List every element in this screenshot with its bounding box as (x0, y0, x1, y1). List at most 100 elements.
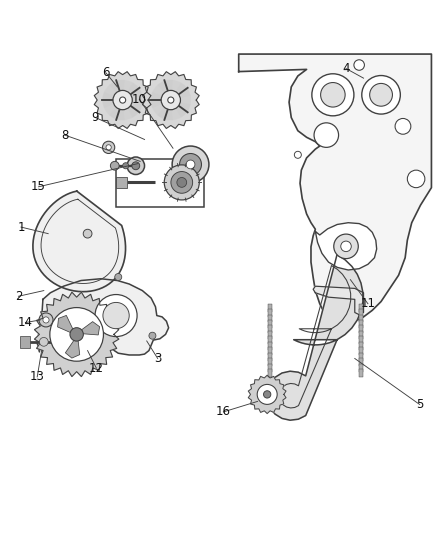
Circle shape (110, 161, 119, 170)
Circle shape (39, 313, 53, 327)
Circle shape (132, 162, 140, 169)
Circle shape (161, 91, 180, 110)
Polygon shape (151, 92, 173, 120)
Polygon shape (171, 83, 191, 118)
Polygon shape (35, 292, 119, 377)
Polygon shape (102, 80, 125, 108)
Polygon shape (359, 320, 363, 328)
Polygon shape (359, 336, 363, 344)
Circle shape (172, 146, 209, 183)
Circle shape (407, 170, 425, 188)
Polygon shape (268, 331, 272, 339)
Polygon shape (268, 353, 272, 361)
Text: 1: 1 (17, 221, 25, 233)
Circle shape (115, 273, 122, 280)
Text: 8: 8 (61, 128, 68, 142)
Polygon shape (268, 314, 272, 322)
Polygon shape (109, 80, 142, 100)
Polygon shape (268, 304, 272, 311)
Polygon shape (157, 80, 191, 100)
Text: 2: 2 (14, 290, 22, 303)
Circle shape (294, 151, 301, 158)
Polygon shape (359, 326, 363, 333)
Polygon shape (142, 72, 199, 128)
Circle shape (354, 60, 364, 70)
Polygon shape (239, 54, 431, 326)
Text: 6: 6 (102, 67, 110, 79)
Polygon shape (359, 364, 363, 372)
Polygon shape (359, 369, 363, 377)
Circle shape (312, 74, 354, 116)
Polygon shape (65, 340, 80, 358)
Circle shape (164, 165, 199, 200)
Circle shape (171, 172, 193, 193)
Text: 11: 11 (360, 297, 375, 310)
Circle shape (127, 157, 145, 174)
Polygon shape (248, 375, 286, 414)
Polygon shape (268, 364, 272, 372)
Polygon shape (268, 336, 272, 344)
Polygon shape (359, 348, 363, 355)
Polygon shape (359, 331, 363, 339)
Polygon shape (268, 320, 272, 328)
Circle shape (102, 141, 115, 154)
Polygon shape (268, 358, 272, 366)
Polygon shape (57, 316, 73, 333)
Circle shape (257, 384, 277, 405)
Polygon shape (157, 100, 191, 120)
Polygon shape (359, 304, 363, 311)
Polygon shape (359, 342, 363, 350)
Circle shape (314, 123, 339, 147)
Polygon shape (268, 369, 272, 377)
Circle shape (95, 295, 137, 336)
Polygon shape (267, 255, 363, 420)
Circle shape (362, 76, 400, 114)
Bar (116, 177, 127, 188)
Polygon shape (151, 80, 173, 108)
Polygon shape (123, 83, 143, 118)
Circle shape (123, 163, 129, 169)
Circle shape (395, 118, 411, 134)
Text: 4: 4 (342, 62, 350, 75)
Circle shape (120, 97, 126, 103)
Circle shape (70, 328, 83, 341)
Circle shape (180, 154, 201, 175)
Circle shape (83, 229, 92, 238)
Polygon shape (109, 100, 142, 120)
Polygon shape (268, 309, 272, 317)
Text: 14: 14 (18, 316, 33, 329)
Circle shape (177, 177, 187, 187)
Text: 3: 3 (154, 352, 161, 365)
Text: 15: 15 (31, 180, 46, 193)
Polygon shape (268, 342, 272, 350)
Text: 16: 16 (216, 406, 231, 418)
Text: 12: 12 (89, 361, 104, 375)
Circle shape (341, 241, 351, 252)
Polygon shape (268, 326, 272, 333)
Polygon shape (313, 286, 364, 314)
Polygon shape (359, 309, 363, 317)
Polygon shape (102, 92, 125, 120)
Circle shape (39, 337, 48, 346)
Polygon shape (33, 191, 126, 292)
Bar (20, 336, 30, 348)
Polygon shape (315, 223, 377, 270)
Polygon shape (359, 353, 363, 361)
Circle shape (103, 302, 129, 329)
Polygon shape (359, 314, 363, 322)
Circle shape (113, 91, 132, 110)
Bar (116, 159, 204, 207)
Polygon shape (359, 358, 363, 366)
Circle shape (149, 332, 156, 339)
Polygon shape (37, 279, 169, 355)
Circle shape (50, 308, 103, 361)
Polygon shape (81, 321, 99, 335)
Circle shape (264, 391, 271, 398)
Circle shape (186, 160, 195, 169)
Polygon shape (268, 348, 272, 355)
Circle shape (321, 83, 345, 107)
Text: 10: 10 (132, 93, 147, 106)
Circle shape (106, 145, 111, 150)
Circle shape (168, 97, 174, 103)
Circle shape (370, 84, 392, 106)
